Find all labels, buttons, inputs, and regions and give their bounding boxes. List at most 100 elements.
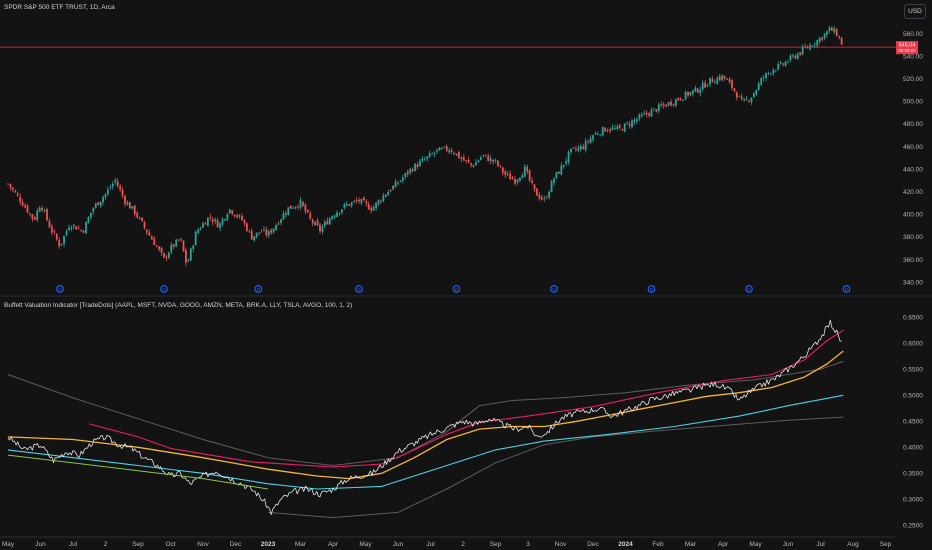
candle-body — [765, 72, 767, 79]
candle-body — [367, 204, 370, 210]
candle-body — [460, 157, 463, 159]
candle-body — [241, 216, 243, 221]
x-axis-tick: Sep — [132, 541, 144, 548]
dividend-marker-icon[interactable] — [842, 285, 851, 293]
candle-body — [648, 113, 650, 116]
candle-body — [287, 207, 290, 216]
candle-body — [185, 249, 187, 263]
dividend-marker-icon[interactable] — [160, 285, 168, 293]
candle-body — [789, 55, 792, 61]
candle-body — [107, 189, 109, 194]
candle-body — [233, 214, 236, 217]
candle-body — [372, 207, 375, 211]
dividend-marker-icon[interactable] — [452, 285, 461, 293]
candle-body — [560, 165, 563, 175]
candle-body — [50, 226, 53, 233]
oscillator-axis-tick: 0.4500 — [903, 419, 923, 426]
candle-body — [655, 109, 658, 112]
candle-body — [180, 239, 182, 241]
price-pane[interactable]: SPDR S&P 500 ETF TRUST, 1D, Arca USD — [0, 0, 932, 295]
candle-body — [282, 213, 285, 220]
candle-body — [177, 239, 180, 241]
candle-body — [516, 179, 519, 183]
series-upper-inner-line — [89, 329, 844, 468]
candle-body — [216, 220, 219, 228]
candle-body — [155, 245, 158, 247]
candle-body — [740, 96, 743, 99]
x-axis-tick: Jun — [783, 541, 794, 548]
candle-body — [821, 37, 824, 40]
candle-body — [19, 196, 22, 202]
candle-body — [543, 198, 546, 200]
candle-body — [111, 183, 114, 187]
candle-body — [653, 108, 655, 110]
candle-body — [43, 210, 46, 212]
currency-button[interactable]: USD — [904, 4, 926, 19]
candle-body — [735, 92, 738, 98]
dividend-marker-icon[interactable] — [254, 285, 263, 293]
candle-body — [377, 200, 380, 205]
candle-body — [48, 220, 51, 228]
x-axis-tick: 2 — [104, 541, 108, 548]
x-axis-tick: Dec — [587, 541, 599, 548]
candle-body — [492, 159, 494, 162]
candle-body — [41, 207, 44, 211]
candle-body — [699, 89, 702, 94]
candle-body — [621, 129, 624, 131]
candle-body — [370, 208, 373, 211]
price-axis-tick: 520.00 — [903, 76, 923, 83]
candle-body — [128, 202, 131, 209]
candle-body — [555, 172, 558, 178]
candle-body — [250, 230, 253, 240]
x-axis-tick: Aug — [847, 541, 859, 548]
candle-body — [458, 152, 460, 159]
candle-body — [716, 77, 719, 84]
dividend-marker-icon[interactable] — [56, 285, 64, 293]
candle-body — [557, 171, 560, 174]
candle-body — [199, 228, 202, 230]
candle-body — [692, 90, 694, 94]
dividend-marker-icon[interactable] — [355, 285, 363, 293]
candle-body — [594, 133, 597, 135]
candle-body — [533, 184, 536, 190]
candle-body — [143, 222, 146, 228]
series-oscillator-line — [7, 319, 842, 516]
candle-body — [245, 223, 248, 232]
x-axis-tick: May — [749, 541, 762, 548]
candle-body — [770, 73, 772, 75]
dividend-marker-icon[interactable] — [550, 285, 558, 293]
candle-body — [406, 171, 409, 175]
candle-body — [575, 148, 577, 150]
price-axis-tick: 540.00 — [903, 53, 923, 60]
candle-body — [445, 146, 448, 151]
candle-body — [475, 162, 477, 166]
oscillator-axis-tick: 0.5500 — [903, 367, 923, 374]
dividend-marker-letter: D — [162, 287, 166, 292]
candle-body — [165, 256, 168, 258]
candle-body — [341, 209, 343, 213]
candle-body — [467, 159, 470, 163]
candle-body — [606, 130, 609, 132]
candle-body — [21, 202, 24, 206]
candle-body — [816, 40, 819, 47]
candle-body — [584, 140, 587, 151]
dividend-marker-icon[interactable] — [647, 285, 656, 293]
candle-body — [228, 209, 231, 213]
candle-body — [601, 126, 604, 136]
candle-body — [53, 231, 56, 233]
x-axis-tick: 3 — [526, 541, 530, 548]
candle-body — [674, 99, 677, 106]
candle-body — [394, 181, 397, 188]
candle-body — [94, 203, 97, 208]
dividend-marker-icon[interactable] — [745, 285, 753, 293]
candle-body — [138, 217, 141, 219]
candle-body — [823, 33, 826, 39]
y-axis-labels: 340.00 360.00 380.00 400.00 420.00 440.00 460.… — [903, 31, 923, 530]
candle-body — [399, 180, 402, 182]
candle-body — [319, 224, 321, 232]
candle-body — [587, 140, 590, 142]
candle-body — [782, 63, 785, 65]
